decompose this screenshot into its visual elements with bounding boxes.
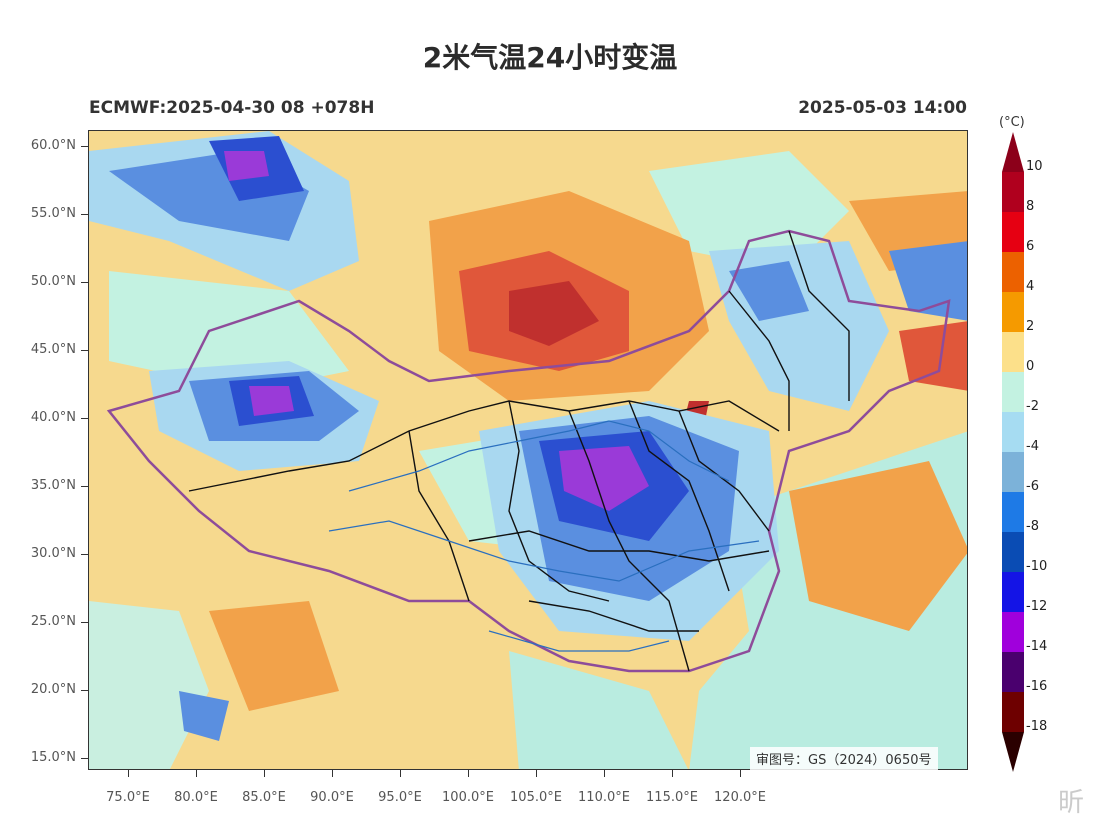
colorbar-segment (1002, 372, 1024, 412)
colorbar-segment (1002, 692, 1024, 732)
lat-tick (81, 146, 88, 147)
pale-southwest (89, 601, 209, 769)
lon-tick (672, 770, 673, 777)
lon-tick (128, 770, 129, 777)
lat-label: 35.0°N (30, 478, 76, 493)
colorbar-label: -12 (1026, 599, 1048, 614)
map-title: 2米气温24小时变温 (422, 41, 678, 74)
colorbar-label: -2 (1026, 399, 1039, 414)
lon-label: 85.0°E (242, 790, 286, 805)
lat-tick (81, 418, 88, 419)
lon-label: 80.0°E (174, 790, 218, 805)
cold-purple-northwest (224, 151, 269, 181)
colorbar-label: 0 (1026, 359, 1035, 374)
colorbar-segment (1002, 172, 1024, 212)
lon-tick (468, 770, 469, 777)
colorbar-label: -4 (1026, 439, 1039, 454)
colorbar-label: 4 (1026, 279, 1035, 294)
colorbar-top-cap (1002, 132, 1024, 172)
lat-label: 20.0°N (30, 682, 76, 697)
colorbar-label: -10 (1026, 559, 1048, 574)
colorbar-segment (1002, 452, 1024, 492)
colorbar-label: 10 (1026, 159, 1043, 174)
colorbar-segment (1002, 652, 1024, 692)
colorbar-segment (1002, 252, 1024, 292)
watermark: 昕 (780, 782, 1090, 818)
cold-purple-central (559, 446, 649, 511)
valid-time-label: 2025-05-03 14:00 (798, 98, 967, 118)
lon-tick (400, 770, 401, 777)
colorbar-label: -6 (1026, 479, 1039, 494)
lat-label: 30.0°N (30, 546, 76, 561)
lat-tick (81, 486, 88, 487)
lat-label: 60.0°N (30, 138, 76, 153)
colorbar-label: 2 (1026, 319, 1035, 334)
ocean-south (509, 651, 688, 769)
colorbar-label: -14 (1026, 639, 1048, 654)
lat-tick (81, 758, 88, 759)
temperature-change-map (88, 130, 968, 770)
lon-tick (740, 770, 741, 777)
lat-label: 15.0°N (30, 750, 76, 765)
national-border (106, 229, 951, 673)
lat-tick (81, 622, 88, 623)
warm-zone-korea (899, 321, 967, 391)
colorbar-segment (1002, 412, 1024, 452)
lon-label: 95.0°E (378, 790, 422, 805)
map-approval-number: 审图号：GS（2024）0650号 (750, 747, 938, 770)
lat-tick (81, 690, 88, 691)
colorbar-segment (1002, 612, 1024, 652)
cold-zone-northeast (729, 261, 809, 321)
colorbar-unit: (°C) (999, 115, 1025, 130)
watermark-text: 昕 (1057, 788, 1084, 818)
colorbar-segment (1002, 212, 1024, 252)
lon-tick (332, 770, 333, 777)
colorbar-label: -16 (1026, 679, 1048, 694)
lon-label: 75.0°E (106, 790, 150, 805)
colorbar-label: 8 (1026, 199, 1035, 214)
lon-label: 100.0°E (442, 790, 494, 805)
colorbar-label: -8 (1026, 519, 1039, 534)
lat-label: 40.0°N (30, 410, 76, 425)
lon-label: 105.0°E (510, 790, 562, 805)
lon-label: 115.0°E (646, 790, 698, 805)
rivers (328, 420, 760, 652)
model-run-label: ECMWF:2025-04-30 08 +078H (89, 98, 375, 118)
lon-tick (536, 770, 537, 777)
colorbar-segment (1002, 572, 1024, 612)
colorbar-segment (1002, 292, 1024, 332)
colorbar-segment (1002, 492, 1024, 532)
colorbar-label: 6 (1026, 239, 1035, 254)
lat-label: 55.0°N (30, 206, 76, 221)
lon-label: 90.0°E (310, 790, 354, 805)
lon-label: 110.0°E (578, 790, 630, 805)
warm-zone-sea (789, 461, 967, 631)
lat-label: 25.0°N (30, 614, 76, 629)
lon-tick (196, 770, 197, 777)
colorbar-bottom-cap (1002, 732, 1024, 772)
warm-zone-india (209, 601, 339, 711)
hot-core-center (509, 281, 599, 346)
lat-tick (81, 554, 88, 555)
lat-label: 45.0°N (30, 342, 76, 357)
lon-label: 120.0°E (714, 790, 766, 805)
cold-spot-southwest (179, 691, 229, 741)
colorbar-segment (1002, 332, 1024, 372)
lat-label: 50.0°N (30, 274, 76, 289)
lat-tick (81, 282, 88, 283)
map-canvas (89, 131, 967, 769)
lon-tick (264, 770, 265, 777)
colorbar-segment (1002, 532, 1024, 572)
pale-north (649, 151, 849, 271)
colorbar (1002, 132, 1024, 772)
lat-tick (81, 350, 88, 351)
lon-tick (604, 770, 605, 777)
provincial-borders (188, 230, 850, 672)
colorbar-label: -18 (1026, 719, 1048, 734)
cold-purple-xinjiang (249, 386, 294, 416)
lat-tick (81, 214, 88, 215)
